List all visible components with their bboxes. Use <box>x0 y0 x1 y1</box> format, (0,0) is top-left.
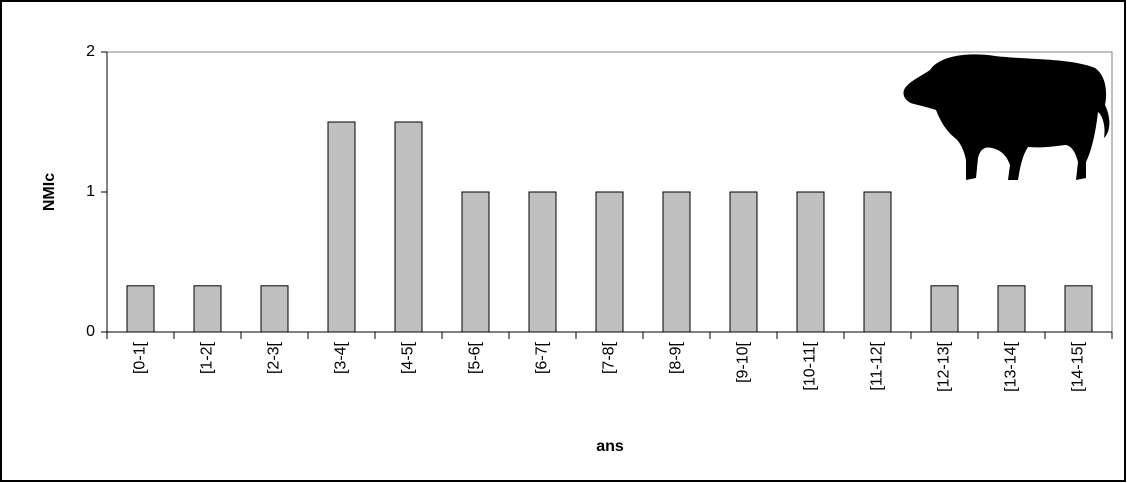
x-tick-label: [9-10[ <box>735 341 752 382</box>
bar <box>193 285 222 333</box>
x-tick-label: [12-13[ <box>936 341 953 391</box>
bar <box>997 285 1026 333</box>
y-tick-label: 2 <box>86 43 95 60</box>
bar <box>796 191 825 333</box>
x-tick-label: [0-1[ <box>132 341 149 374</box>
x-tick-label: [8-9[ <box>668 341 685 374</box>
x-tick-label: [2-3[ <box>266 341 283 374</box>
bar <box>327 121 356 333</box>
x-tick-label: [1-2[ <box>199 341 216 374</box>
plot-frame <box>107 51 1113 332</box>
bar <box>528 191 557 333</box>
bar <box>461 191 490 333</box>
bar <box>394 121 423 333</box>
x-tick-label: [11-12[ <box>869 341 886 390</box>
x-tick-label: [7-8[ <box>601 341 618 374</box>
y-axis-title: NMIc <box>41 173 58 211</box>
bar <box>662 191 691 333</box>
bar <box>595 191 624 333</box>
x-tick-label: [6-7[ <box>534 341 551 374</box>
bar <box>729 191 758 333</box>
y-tick-label: 1 <box>86 183 95 200</box>
bar <box>126 285 155 333</box>
bar <box>260 285 289 333</box>
x-tick-label: [3-4[ <box>333 341 350 374</box>
bar <box>863 191 892 333</box>
y-tick-label: 0 <box>86 323 95 340</box>
x-tick-label: [4-5[ <box>400 341 417 374</box>
x-tick-label: [10-11[ <box>802 341 819 390</box>
bar <box>930 285 959 333</box>
x-tick-label: [5-6[ <box>467 341 484 374</box>
bar <box>1064 285 1093 333</box>
x-tick-label: [13-14[ <box>1003 341 1020 391</box>
bison-silhouette <box>903 54 1110 180</box>
x-axis-title: ans <box>596 438 624 455</box>
x-tick-label: [14-15[ <box>1070 341 1087 391</box>
